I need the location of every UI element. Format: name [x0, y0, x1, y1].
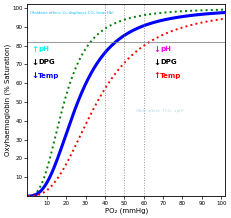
Text: DPG: DPG [38, 60, 55, 65]
Text: ↓: ↓ [31, 58, 38, 67]
Text: (Haldane effect: O₂ displaces CO₂ from Hb): (Haldane effect: O₂ displaces CO₂ from H… [30, 11, 114, 15]
Text: ↓: ↓ [153, 45, 160, 54]
Text: Temp: Temp [38, 73, 59, 79]
Text: ↑: ↑ [153, 71, 160, 80]
Text: DPG: DPG [160, 60, 177, 65]
Text: Temp: Temp [160, 73, 182, 79]
Text: pH: pH [160, 46, 171, 52]
X-axis label: PO₂ (mmHg): PO₂ (mmHg) [105, 207, 148, 214]
Text: ↓: ↓ [31, 71, 38, 80]
Text: pH: pH [38, 46, 49, 52]
Text: (Bohr effect: ↑CO₂ ↓pH): (Bohr effect: ↑CO₂ ↓pH) [136, 109, 184, 113]
Text: ↓: ↓ [153, 58, 160, 67]
Text: ↑: ↑ [31, 45, 38, 54]
Y-axis label: Oxyhaemoglobin (% Saturation): Oxyhaemoglobin (% Saturation) [4, 44, 11, 156]
